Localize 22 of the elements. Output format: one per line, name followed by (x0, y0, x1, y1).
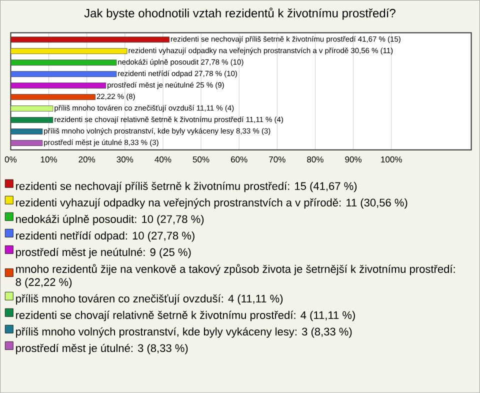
x-tick-label: 100% (381, 156, 402, 163)
x-tick-label: 50% (192, 156, 210, 163)
x-tick-label: 30% (116, 156, 134, 163)
legend-label: rezidenti se chovají relativně šetrně k životnímu prostředí: 4 (11,11 %) (16, 310, 355, 322)
x-tick-label: 70% (269, 156, 286, 163)
chart-title: Jak byste ohodnotili vztah rezidentů k životnímu prostředí? (84, 8, 396, 20)
x-tick-label: 10% (40, 156, 57, 163)
x-tick-label: 60% (231, 156, 248, 163)
x-tick-label: 90% (345, 156, 362, 163)
x-tick-label: 80% (307, 156, 324, 163)
legend-label: příliš mnoho továren co znečišťují ovzduší: 4 (11,11 %) (16, 294, 283, 305)
legend-label: mnoho rezidentů žije na venkově a takový způsob života je šetrnější k životnímu prostředí: 8 (22,22 %) (16, 264, 455, 288)
legend-label: rezidenti vyhazují odpadky na veřejných prostranstvích a v přírodě: 11 (30,56 %) (16, 198, 408, 209)
x-tick-label: 0% (4, 156, 17, 163)
legend-label: příliš mnoho volných prostranství, kde byly vykáceny lesy: 3 (8,33 %) (16, 327, 352, 338)
legend-label: prostředí měst je neútulné: 9 (25 %) (16, 248, 191, 258)
legend-label: prostředí měst je útulné: 3 (8,33 %) (16, 344, 188, 354)
legend-label: rezidenti netřídí odpad: 10 (27,78 %) (16, 231, 194, 242)
x-tick-label: 40% (154, 156, 172, 163)
x-tick-label: 20% (78, 156, 96, 163)
legend-label: rezidenti se nechovají příliš šetrně k životnímu prostředí: 15 (41,67 %) (16, 182, 357, 192)
legend-label: nedokáži úplně posoudit: 10 (27,78 %) (16, 214, 204, 226)
